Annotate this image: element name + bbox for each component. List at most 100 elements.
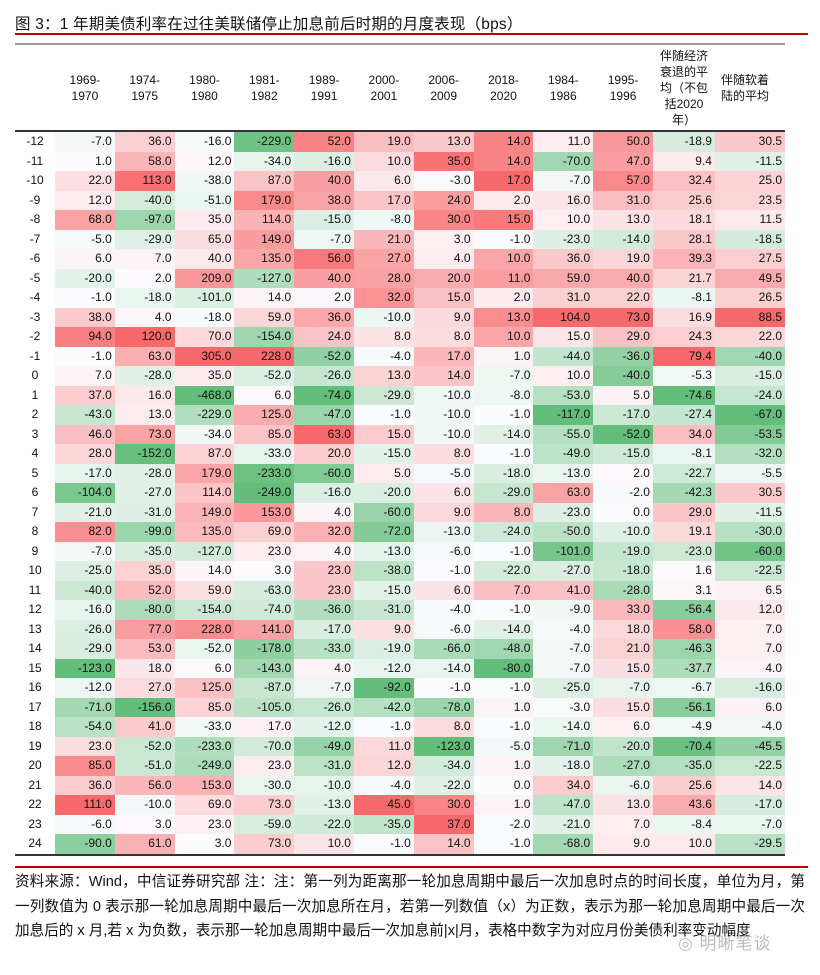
heatmap-cell: -52.0 <box>294 346 354 366</box>
heatmap-cell: -74.6 <box>652 385 715 405</box>
heatmap-cell: 59.0 <box>234 307 295 327</box>
heatmap-cell: -74.0 <box>294 385 354 405</box>
heatmap-cell: -56.1 <box>652 697 715 717</box>
table-row: 19 23.0 -52.0 -233.0 -70.0 -49.0 11.0 -123.0 -5.… <box>15 736 785 756</box>
column-header: 2000- 2001 <box>353 45 414 132</box>
heatmap-cell: 41.0 <box>114 717 175 737</box>
heatmap-cell: -249.0 <box>174 756 235 776</box>
heatmap-cell: -25.0 <box>533 678 594 698</box>
heatmap-cell: -66.0 <box>413 639 474 659</box>
heatmap-cell: -36.0 <box>593 346 653 366</box>
table-row: 20 85.0 -51.0 -249.0 23.0 -31.0 12.0 -34.0 1.0 -1… <box>15 756 785 776</box>
heatmap-cell: 10.0 <box>533 210 594 230</box>
heatmap-cell: -8.4 <box>652 814 715 834</box>
heatmap-cell: -27.4 <box>652 405 715 425</box>
heatmap-cell: 40.0 <box>294 171 354 191</box>
heatmap-cell: -54.0 <box>55 717 115 737</box>
table-row: 6 -104.0 -27.0 114.0 -249.0 -16.0 -20.0 6.0 -29.… <box>15 483 785 503</box>
heatmap-cell: -5.0 <box>413 463 474 483</box>
heatmap-cell: -1.0 <box>353 405 414 425</box>
column-header: 1989- 1991 <box>294 45 354 132</box>
heatmap-cell: -35.0 <box>114 541 175 561</box>
heatmap-cell: -27.0 <box>593 756 653 776</box>
row-header-corner <box>15 45 55 132</box>
table-row: -11 1.0 58.0 12.0 -34.0 -16.0 10.0 35.0 14.0 -70.… <box>15 151 785 171</box>
heatmap-cell: 18.0 <box>114 658 175 678</box>
heatmap-cell: -10.0 <box>413 405 474 425</box>
heatmap-cell: -10.0 <box>413 385 474 405</box>
table-row: 0 7.0 -28.0 35.0 -52.0 -26.0 13.0 14.0 -7.0 10.0-… <box>15 366 785 386</box>
heatmap-cell: 82.0 <box>55 522 115 542</box>
heatmap-cell: -67.0 <box>714 405 785 425</box>
table-row: -7 -5.0 -29.0 65.0 149.0 -7.0 21.0 3.0 -1.0 -23.0… <box>15 229 785 249</box>
heatmap-cell: -13.0 <box>353 541 414 561</box>
heatmap-cell: 56.0 <box>114 775 175 795</box>
heatmap-cell: 11.0 <box>473 268 534 288</box>
heatmap-cell: 9.0 <box>353 619 414 639</box>
source-note: 资料来源：Wind，中信证券研究部 注：注：第一列为距离那一轮加息周期中最后一次… <box>15 874 805 940</box>
heatmap-cell: -46.3 <box>652 639 715 659</box>
heatmap-cell: 2.0 <box>473 288 534 308</box>
heatmap-cell: -71.0 <box>55 697 115 717</box>
heatmap-cell: 17.0 <box>353 190 414 210</box>
heatmap-cell: 34.0 <box>533 775 594 795</box>
heatmap-cell: -104.0 <box>55 483 115 503</box>
heatmap-cell: -233.0 <box>234 463 295 483</box>
heatmap-cell: 36.0 <box>114 131 175 152</box>
table-row: 17 -71.0 -156.0 85.0 -105.0 -26.0 -42.0 -78.0 1.… <box>15 697 785 717</box>
heatmap-cell: -1.0 <box>353 717 414 737</box>
heatmap-cell: 1.0 <box>473 697 534 717</box>
heatmap-cell: 7.0 <box>55 366 115 386</box>
heatmap-cell: 27.0 <box>114 678 175 698</box>
heatmap-cell: 14.0 <box>413 366 474 386</box>
heatmap-cell: 88.5 <box>714 307 785 327</box>
heatmap-cell: -1.0 <box>55 346 115 366</box>
heatmap-cell: 104.0 <box>533 307 594 327</box>
heatmap-cell: 0.0 <box>473 775 534 795</box>
heatmap-cell: -14.0 <box>533 717 594 737</box>
heatmap-cell: 125.0 <box>234 405 295 425</box>
heatmap-cell: 53.0 <box>114 639 175 659</box>
heatmap-cell: -22.5 <box>714 561 785 581</box>
heatmap-cell: 63.0 <box>114 346 175 366</box>
heatmap-cell: 69.0 <box>174 795 235 815</box>
heatmap-cell: -22.5 <box>714 756 785 776</box>
heatmap-cell: 10.0 <box>652 834 715 856</box>
heatmap-cell: 23.5 <box>714 190 785 210</box>
heatmap-cell: 305.0 <box>174 346 235 366</box>
heatmap-cell: -63.0 <box>234 580 295 600</box>
heatmap-cell: -50.0 <box>533 522 594 542</box>
heatmap-cell: 26.5 <box>714 288 785 308</box>
heatmap-cell: -7.0 <box>533 171 594 191</box>
heatmap-cell: 4.0 <box>114 307 175 327</box>
heatmap-cell: -15.0 <box>294 210 354 230</box>
heatmap-cell: 20.0 <box>294 444 354 464</box>
heatmap-cell: -5.0 <box>473 736 534 756</box>
heatmap-cell: -117.0 <box>533 405 594 425</box>
heatmap-cell: 3.0 <box>234 561 295 581</box>
heatmap-cell: -29.0 <box>353 385 414 405</box>
heatmap-cell: -15.0 <box>353 444 414 464</box>
row-label: 5 <box>15 463 55 483</box>
footer-rule <box>15 866 808 868</box>
heatmap-cell: 120.0 <box>114 327 175 347</box>
title-rule <box>15 33 808 35</box>
heatmap-cell: -56.4 <box>652 600 715 620</box>
heatmap-cell: 16.0 <box>114 385 175 405</box>
row-label: 21 <box>15 775 55 795</box>
heatmap-cell: 8.0 <box>473 502 534 522</box>
heatmap-cell: -18.9 <box>652 131 715 152</box>
heatmap-cell: -123.0 <box>413 736 474 756</box>
heatmap-cell: 125.0 <box>174 678 235 698</box>
heatmap-cell: -28.0 <box>114 366 175 386</box>
heatmap-cell: -8.0 <box>473 385 534 405</box>
heatmap-cell: -33.0 <box>234 444 295 464</box>
heatmap-cell: -24.0 <box>473 522 534 542</box>
heatmap-cell: -31.0 <box>353 600 414 620</box>
heatmap-cell: 149.0 <box>234 229 295 249</box>
heatmap-cell: 28.0 <box>55 444 115 464</box>
heatmap-cell: 209.0 <box>174 268 235 288</box>
heatmap-cell: 14.0 <box>473 131 534 152</box>
heatmap-cell: -1.0 <box>353 834 414 856</box>
row-label: 14 <box>15 639 55 659</box>
